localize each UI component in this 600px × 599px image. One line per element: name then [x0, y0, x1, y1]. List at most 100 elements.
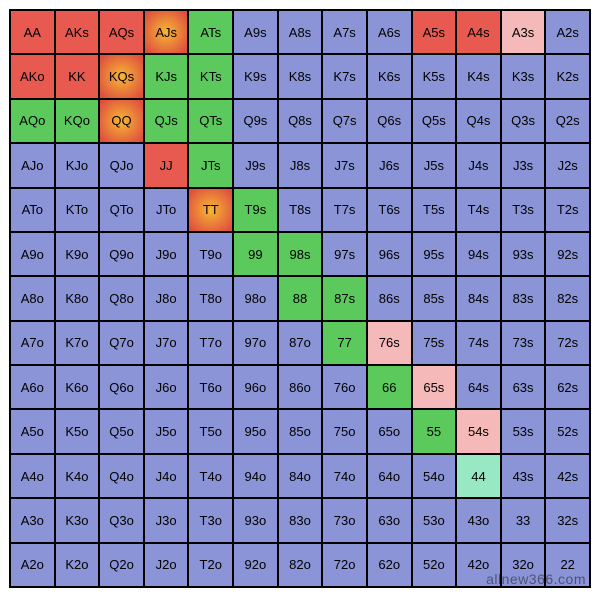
hand-cell: K9s	[233, 54, 278, 98]
hand-label: 84s	[468, 291, 489, 306]
hand-cell: 53s	[501, 409, 546, 453]
hand-label: K8s	[289, 69, 311, 84]
hand-cell: QJs	[144, 99, 189, 143]
hand-cell: K6s	[367, 54, 412, 98]
hand-cell: KK	[55, 54, 100, 98]
hand-label: AA	[24, 25, 41, 40]
hand-label: A2o	[21, 557, 44, 572]
hand-label: 87s	[334, 291, 355, 306]
hand-cell: T3s	[501, 188, 546, 232]
hand-label: Q2o	[109, 557, 134, 572]
hand-cell: J2o	[144, 543, 189, 587]
hand-label: 95o	[245, 424, 267, 439]
hand-label: ATo	[22, 202, 43, 217]
hand-cell: JTs	[188, 143, 233, 187]
hand-cell: Q8s	[278, 99, 323, 143]
hand-label: T4o	[200, 469, 222, 484]
hand-label: Q2s	[556, 113, 580, 128]
hand-label: K5o	[65, 424, 88, 439]
hand-cell: J2s	[545, 143, 590, 187]
hand-cell: K5s	[412, 54, 457, 98]
hand-label: Q6s	[377, 113, 401, 128]
hand-label: QTo	[110, 202, 134, 217]
hand-label: 97o	[245, 335, 267, 350]
hand-cell: J3s	[501, 143, 546, 187]
hand-label: 43o	[468, 513, 490, 528]
hand-cell: ATo	[10, 188, 55, 232]
hand-cell: Q3s	[501, 99, 546, 143]
hand-label: AQo	[19, 113, 45, 128]
hand-cell: Q9o	[99, 232, 144, 276]
hand-cell: T2o	[188, 543, 233, 587]
hand-label: KJs	[155, 69, 177, 84]
hand-label: 87o	[289, 335, 311, 350]
hand-cell: T6s	[367, 188, 412, 232]
hand-label: 94o	[245, 469, 267, 484]
hand-label: T5o	[200, 424, 222, 439]
hand-label: JTs	[201, 158, 221, 173]
hand-cell: 55	[412, 409, 457, 453]
hand-cell: Q7s	[322, 99, 367, 143]
hand-label: 62s	[557, 380, 578, 395]
hand-label: Q4s	[467, 113, 491, 128]
hand-label: KQs	[109, 69, 134, 84]
hand-label: 76s	[379, 335, 400, 350]
hand-cell: 98o	[233, 276, 278, 320]
hand-cell: T3o	[188, 498, 233, 542]
hand-label: KJo	[66, 158, 88, 173]
hand-label: T3o	[200, 513, 222, 528]
hand-cell: 33	[501, 498, 546, 542]
hand-cell: A8o	[10, 276, 55, 320]
hand-label: 33	[516, 513, 530, 528]
hand-cell: 84s	[456, 276, 501, 320]
hand-label: 86s	[379, 291, 400, 306]
hand-cell: 83o	[278, 498, 323, 542]
hand-cell: A9s	[233, 10, 278, 54]
hand-label: 93s	[513, 247, 534, 262]
hand-cell: K4o	[55, 454, 100, 498]
hand-label: 92s	[557, 247, 578, 262]
hand-cell: 82s	[545, 276, 590, 320]
hand-cell: A4s	[456, 10, 501, 54]
hand-cell: 96s	[367, 232, 412, 276]
hand-label: A9o	[21, 247, 44, 262]
hand-cell: K7s	[322, 54, 367, 98]
hand-label: 63o	[378, 513, 400, 528]
hand-label: 72s	[557, 335, 578, 350]
hand-label: 43s	[513, 469, 534, 484]
hand-cell: 84o	[278, 454, 323, 498]
hand-cell: A2o	[10, 543, 55, 587]
hand-label: Q8o	[109, 291, 134, 306]
hand-cell: 62s	[545, 365, 590, 409]
hand-label: 98s	[290, 247, 311, 262]
hand-label: 83s	[513, 291, 534, 306]
hand-cell: T4s	[456, 188, 501, 232]
hand-cell: 53o	[412, 498, 457, 542]
hand-label: J3s	[513, 158, 533, 173]
hand-label: KTs	[200, 69, 222, 84]
hand-cell: 95s	[412, 232, 457, 276]
hand-label: T2s	[557, 202, 579, 217]
hand-label: T6s	[378, 202, 400, 217]
hand-cell: Q6s	[367, 99, 412, 143]
hand-cell: Q7o	[99, 321, 144, 365]
hand-label: A3o	[21, 513, 44, 528]
hand-label: 54o	[423, 469, 445, 484]
hand-cell: QTs	[188, 99, 233, 143]
hand-cell: KJs	[144, 54, 189, 98]
hand-label: 32o	[512, 557, 534, 572]
hand-cell: JTo	[144, 188, 189, 232]
hand-label: 75s	[423, 335, 444, 350]
hand-label: Q4o	[109, 469, 134, 484]
hand-label: J2s	[558, 158, 578, 173]
hand-label: 74s	[468, 335, 489, 350]
hand-cell: 72s	[545, 321, 590, 365]
hand-cell: 63s	[501, 365, 546, 409]
hand-cell: K8s	[278, 54, 323, 98]
hand-label: K2o	[65, 557, 88, 572]
hand-label: T8s	[289, 202, 311, 217]
hand-cell: 32o	[501, 543, 546, 587]
hand-cell: 76s	[367, 321, 412, 365]
hand-label: 64o	[378, 469, 400, 484]
hand-cell: Q4s	[456, 99, 501, 143]
